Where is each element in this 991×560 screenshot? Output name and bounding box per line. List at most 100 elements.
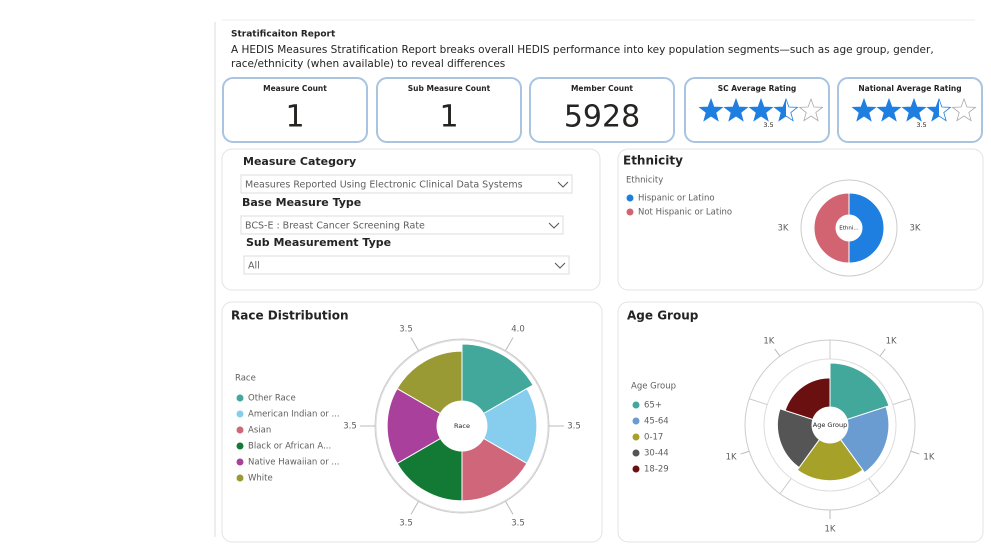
leader-line <box>910 450 920 455</box>
kpi-label: Sub Measure Count <box>408 84 491 93</box>
ring-divider <box>386 468 388 470</box>
dropdown[interactable] <box>243 255 570 275</box>
leader-line <box>740 450 750 455</box>
chart-title: Ethnicity <box>623 154 683 168</box>
kpi-value: 1 <box>285 100 304 135</box>
ring-divider <box>779 478 792 495</box>
kpi-label: Member Count <box>571 84 633 93</box>
data-label: 1K <box>726 453 737 463</box>
center-label: Ethni... <box>839 226 859 232</box>
legend-swatch <box>236 426 244 434</box>
rating-star <box>773 97 799 122</box>
legend-title: Age Group <box>631 382 676 392</box>
leader-line <box>505 337 514 351</box>
kpi-label: SC Average Rating <box>718 84 797 93</box>
kpi-value: 1 <box>439 100 458 135</box>
legend-label: 30-44 <box>644 449 669 459</box>
dropdown-value: BCS-E : Breast Cancer Screening Rate <box>245 221 425 232</box>
data-label: 1K <box>886 336 897 346</box>
legend-swatch <box>236 474 244 482</box>
data-label: 3K <box>778 224 789 234</box>
legend-swatch <box>632 401 640 409</box>
ring-divider <box>536 468 538 470</box>
legend-swatch <box>236 410 244 418</box>
ring-divider <box>868 478 881 495</box>
leader-line <box>505 501 514 515</box>
ring-divider <box>892 398 911 406</box>
filter-label: Measure Category <box>243 155 356 168</box>
legend-swatch <box>626 208 634 216</box>
rating-star <box>926 97 952 122</box>
legend-swatch <box>632 433 640 441</box>
chart-title: Race Distribution <box>231 309 349 323</box>
center-disc <box>437 401 487 451</box>
rose-segment <box>784 377 831 421</box>
rating-star <box>901 97 927 122</box>
center-disc <box>836 215 862 241</box>
legend-label: Not Hispanic or Latino <box>638 208 732 218</box>
dropdown-chevron <box>557 181 569 188</box>
center-label: Race <box>454 422 470 430</box>
leader-line <box>774 348 781 357</box>
dropdown-chevron <box>548 222 560 229</box>
dropdown-value: Measures Reported Using Electronic Clini… <box>245 180 523 191</box>
legend-label: White <box>248 474 273 484</box>
legend-title: Race <box>235 374 256 384</box>
rating-star <box>851 97 877 122</box>
legend-label: Black or African A... <box>248 442 331 452</box>
legend-swatch <box>236 394 244 402</box>
kpi-label: Measure Count <box>263 84 327 93</box>
data-label: 3.5 <box>399 325 413 335</box>
kpi-card <box>529 77 675 143</box>
legend-swatch <box>632 449 640 457</box>
legend-label: Native Hawaiian or ... <box>248 458 340 468</box>
ethnicity-panel <box>617 148 984 291</box>
ring-divider <box>386 382 388 384</box>
dropdown-value: All <box>248 261 260 272</box>
legend-label: Asian <box>248 426 271 436</box>
center-label: Age Group <box>813 421 847 429</box>
rating-star <box>698 97 724 122</box>
rating-value: 3.5 <box>763 121 773 129</box>
legend-label: Hispanic or Latino <box>638 194 715 204</box>
filter-label: Base Measure Type <box>242 196 361 209</box>
rating-value: 3.5 <box>916 121 926 129</box>
rating-star <box>876 97 902 122</box>
dropdown[interactable] <box>240 174 573 194</box>
leader-line <box>410 337 419 351</box>
rating-star <box>723 97 749 122</box>
kpi-card <box>376 77 522 143</box>
legend-swatch <box>632 465 640 473</box>
legend-label: American Indian or ... <box>248 410 340 420</box>
dropdown-chevron <box>554 262 566 269</box>
data-label: 3.5 <box>343 422 357 432</box>
legend-label: 65+ <box>644 401 662 411</box>
legend-label: 18-29 <box>644 465 669 475</box>
center-disc <box>812 407 848 443</box>
data-label: 1K <box>923 453 934 463</box>
legend-swatch <box>626 194 634 202</box>
rating-star <box>951 97 977 122</box>
rating-star <box>798 97 824 122</box>
legend-title: Ethnicity <box>626 176 663 186</box>
filter-label: Sub Measurement Type <box>246 236 391 249</box>
data-label: 3.5 <box>511 518 525 528</box>
data-label: 1K <box>825 525 836 535</box>
legend-swatch <box>632 417 640 425</box>
kpi-value: 5928 <box>564 100 640 135</box>
legend-label: 45-64 <box>644 417 669 427</box>
data-label: 3K <box>910 224 921 234</box>
leader-line <box>410 501 419 515</box>
rating-star <box>748 97 774 122</box>
leader-line <box>879 348 886 357</box>
data-label: 3.5 <box>399 518 413 528</box>
data-label: 1K <box>763 336 774 346</box>
data-label: 3.5 <box>567 422 581 432</box>
chart-title: Age Group <box>627 309 699 323</box>
legend-label: Other Race <box>248 394 296 404</box>
legend-swatch <box>236 442 244 450</box>
kpi-card <box>222 77 368 143</box>
dropdown[interactable] <box>240 215 564 235</box>
